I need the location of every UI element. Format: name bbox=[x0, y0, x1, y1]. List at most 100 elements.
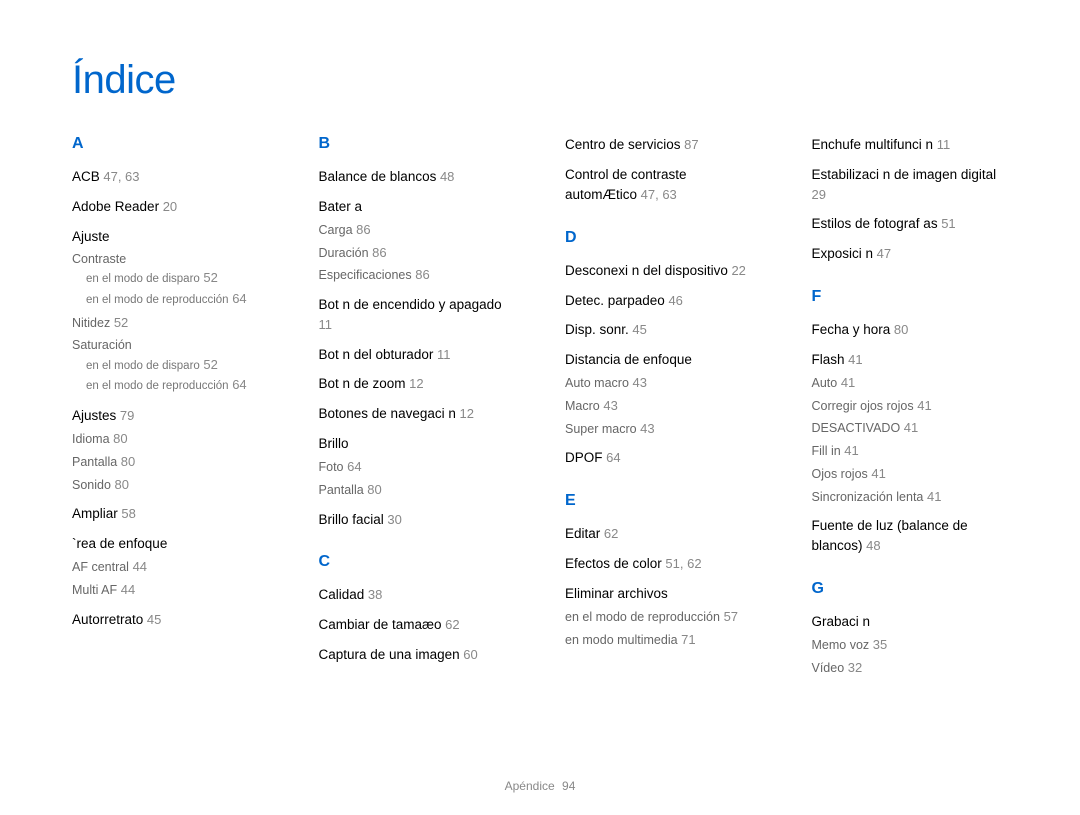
sub-term: en el modo de reproducción bbox=[565, 610, 720, 624]
entry-pages: 30 bbox=[384, 512, 402, 527]
entry-sub: Pantalla 80 bbox=[72, 452, 269, 472]
sub-page: 80 bbox=[111, 477, 129, 492]
entry-pages: 51, 62 bbox=[662, 556, 702, 571]
entry-term: Botones de navegaci n bbox=[319, 406, 456, 421]
entry-term: Ajustes bbox=[72, 408, 116, 423]
index-entry: Calidad 38 bbox=[319, 585, 516, 605]
entry-term: Balance de blancos bbox=[319, 169, 437, 184]
sub-page: 44 bbox=[129, 559, 147, 574]
entry-pages: 12 bbox=[406, 376, 424, 391]
entry-main: Brillo bbox=[319, 434, 516, 454]
index-entry: Grabaci nMemo voz 35Vídeo 32 bbox=[812, 612, 1009, 677]
entry-term: Adobe Reader bbox=[72, 199, 159, 214]
index-entry: Estilos de fotograf as 51 bbox=[812, 214, 1009, 234]
index-entry: Ampliar 58 bbox=[72, 504, 269, 524]
index-entry: Disp. sonr. 45 bbox=[565, 320, 762, 340]
entry-term: Exposici n bbox=[812, 246, 874, 261]
sub-page: 41 bbox=[923, 489, 941, 504]
index-entry: Ajustes 79Idioma 80Pantalla 80Sonido 80 bbox=[72, 406, 269, 494]
entry-term: Estilos de fotograf as bbox=[812, 216, 938, 231]
entry-main: Adobe Reader 20 bbox=[72, 197, 269, 217]
sub-term: Pantalla bbox=[319, 483, 364, 497]
entry-term: Cambiar de tamaæo bbox=[319, 617, 442, 632]
entry-main: Distancia de enfoque bbox=[565, 350, 762, 370]
entry-term: Autorretrato bbox=[72, 612, 143, 627]
index-entry: Bot n del obturador 11 bbox=[319, 345, 516, 365]
entry-sub: Saturación bbox=[72, 336, 269, 355]
index-entry: Flash 41Auto 41Corregir ojos rojos 41DES… bbox=[812, 350, 1009, 506]
entry-term: Enchufe multifunci n bbox=[812, 137, 934, 152]
index-entry: Adobe Reader 20 bbox=[72, 197, 269, 217]
index-entry: `rea de enfoqueAF central 44Multi AF 44 bbox=[72, 534, 269, 599]
entry-sub: Super macro 43 bbox=[565, 419, 762, 439]
entry-main: Exposici n 47 bbox=[812, 244, 1009, 264]
entry-pages: 45 bbox=[629, 322, 647, 337]
entry-pages: 47, 63 bbox=[100, 169, 140, 184]
sub-term: Sincronización lenta bbox=[812, 490, 924, 504]
entry-main: Flash 41 bbox=[812, 350, 1009, 370]
sub-term: Especificaciones bbox=[319, 268, 412, 282]
footer-label: Apéndice bbox=[505, 779, 555, 793]
index-column: AACB 47, 63Adobe Reader 20AjusteContrast… bbox=[72, 135, 269, 688]
entry-subsub: en el modo de disparo 52 bbox=[86, 355, 269, 376]
sub-term: Corregir ojos rojos bbox=[812, 399, 914, 413]
sub-page: 86 bbox=[412, 267, 430, 282]
entry-main: Captura de una imagen 60 bbox=[319, 645, 516, 665]
entry-pages: 47, 63 bbox=[637, 187, 677, 202]
entry-sub: DESACTIVADO 41 bbox=[812, 418, 1009, 438]
entry-main: Bot n del obturador 11 bbox=[319, 345, 516, 365]
entry-pages: 12 bbox=[456, 406, 474, 421]
entry-pages: 22 bbox=[728, 263, 746, 278]
entry-sub: Contraste bbox=[72, 250, 269, 269]
index-entry: Fecha y hora 80 bbox=[812, 320, 1009, 340]
sub-term: Memo voz bbox=[812, 638, 870, 652]
entry-pages: 48 bbox=[863, 538, 881, 553]
sub-term: Macro bbox=[565, 399, 600, 413]
entry-main: Bot n de zoom 12 bbox=[319, 374, 516, 394]
entry-term: Ampliar bbox=[72, 506, 118, 521]
sub-term: Nitidez bbox=[72, 316, 110, 330]
page-footer: Apéndice 94 bbox=[0, 779, 1080, 793]
entry-main: Disp. sonr. 45 bbox=[565, 320, 762, 340]
sub-term: Ojos rojos bbox=[812, 467, 868, 481]
subsub-page: 64 bbox=[229, 377, 247, 392]
index-entry: Cambiar de tamaæo 62 bbox=[319, 615, 516, 635]
entry-main: Estabilizaci n de imagen digital 29 bbox=[812, 165, 1009, 204]
entry-term: Efectos de color bbox=[565, 556, 662, 571]
entry-pages: 58 bbox=[118, 506, 136, 521]
entry-subsub: en el modo de reproducción 64 bbox=[86, 375, 269, 396]
entry-pages: 41 bbox=[845, 352, 863, 367]
sub-term: DESACTIVADO bbox=[812, 421, 901, 435]
sub-page: 35 bbox=[869, 637, 887, 652]
entry-pages: 11 bbox=[933, 137, 950, 152]
entry-sub: Macro 43 bbox=[565, 396, 762, 416]
entry-sub: Nitidez 52 bbox=[72, 313, 269, 333]
entry-pages: 79 bbox=[116, 408, 134, 423]
entry-pages: 80 bbox=[890, 322, 908, 337]
entry-sub: Sonido 80 bbox=[72, 475, 269, 495]
sub-page: 43 bbox=[600, 398, 618, 413]
subsub-page: 52 bbox=[200, 270, 218, 285]
entry-term: Bater a bbox=[319, 199, 363, 214]
index-letter: B bbox=[319, 135, 516, 153]
page-title: Índice bbox=[72, 58, 1008, 103]
index-entry: Estabilizaci n de imagen digital 29 bbox=[812, 165, 1009, 204]
entry-pages: 38 bbox=[364, 587, 382, 602]
entry-main: Ajustes 79 bbox=[72, 406, 269, 426]
entry-term: Fuente de luz (balance de blancos) bbox=[812, 518, 968, 553]
index-entry: Detec. parpadeo 46 bbox=[565, 291, 762, 311]
entry-main: Estilos de fotograf as 51 bbox=[812, 214, 1009, 234]
index-entry: Bot n de zoom 12 bbox=[319, 374, 516, 394]
entry-pages: 51 bbox=[938, 216, 956, 231]
entry-main: Calidad 38 bbox=[319, 585, 516, 605]
index-entry: DPOF 64 bbox=[565, 448, 762, 468]
index-letter: E bbox=[565, 492, 762, 510]
sub-page: 86 bbox=[369, 245, 387, 260]
entry-main: Control de contraste automÆtico 47, 63 bbox=[565, 165, 762, 205]
entry-sub: Memo voz 35 bbox=[812, 635, 1009, 655]
entry-term: Fecha y hora bbox=[812, 322, 891, 337]
index-entry: Editar 62 bbox=[565, 524, 762, 544]
entry-sub: Multi AF 44 bbox=[72, 580, 269, 600]
entry-pages: 64 bbox=[603, 450, 621, 465]
entry-main: Bot n de encendido y apagado 11 bbox=[319, 295, 516, 334]
